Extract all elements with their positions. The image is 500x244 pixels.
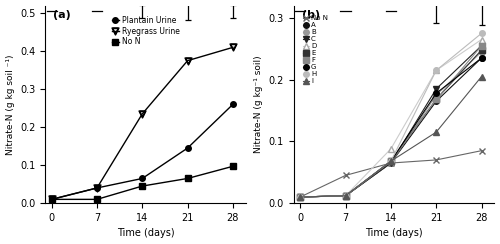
E — [388, 160, 394, 163]
Line: F: F — [298, 43, 484, 200]
B — [433, 94, 439, 97]
H — [342, 194, 348, 197]
A — [342, 194, 348, 197]
I — [388, 160, 394, 163]
G — [433, 92, 439, 95]
G — [478, 57, 484, 60]
Line: C: C — [298, 43, 484, 200]
C — [433, 87, 439, 90]
H — [298, 195, 304, 198]
I — [298, 195, 304, 198]
Y-axis label: Nitrate-N (g kg⁻¹ soil): Nitrate-N (g kg⁻¹ soil) — [254, 56, 263, 153]
G — [298, 195, 304, 198]
X-axis label: Time (days): Time (days) — [366, 228, 423, 238]
Text: (b): (b) — [302, 10, 320, 20]
F — [298, 195, 304, 198]
A — [478, 57, 484, 60]
Line: H: H — [298, 30, 484, 200]
C — [342, 194, 348, 197]
B — [298, 195, 304, 198]
D — [433, 69, 439, 72]
Line: I: I — [298, 74, 484, 200]
X-axis label: Time (days): Time (days) — [116, 228, 174, 238]
Line: A: A — [298, 55, 484, 200]
E — [342, 194, 348, 197]
G — [342, 194, 348, 197]
Legend: Plantain Urine, Ryegrass Urine, No N: Plantain Urine, Ryegrass Urine, No N — [109, 13, 182, 49]
C — [298, 195, 304, 198]
Line: No N: No N — [298, 148, 484, 200]
No N — [388, 162, 394, 164]
E — [433, 98, 439, 101]
B — [478, 51, 484, 53]
G — [388, 160, 394, 163]
Y-axis label: Nitrate-N (g kg soil ⁻¹): Nitrate-N (g kg soil ⁻¹) — [6, 54, 15, 155]
F — [478, 44, 484, 47]
D — [298, 195, 304, 198]
F — [433, 98, 439, 101]
F — [342, 194, 348, 197]
E — [478, 49, 484, 51]
D — [388, 147, 394, 150]
H — [478, 32, 484, 35]
Text: (a): (a) — [53, 10, 71, 20]
I — [342, 194, 348, 197]
A — [388, 162, 394, 164]
No N — [478, 149, 484, 152]
No N — [298, 195, 304, 198]
H — [388, 160, 394, 163]
E — [298, 195, 304, 198]
No N — [342, 174, 348, 177]
No N — [433, 158, 439, 161]
A — [433, 100, 439, 103]
Line: G: G — [298, 55, 484, 200]
C — [388, 162, 394, 164]
I — [478, 75, 484, 78]
Line: E: E — [298, 47, 484, 200]
F — [388, 160, 394, 163]
D — [342, 194, 348, 197]
Legend: No N, A, B, C, D, E, F, G, H, I: No N, A, B, C, D, E, F, G, H, I — [302, 13, 330, 87]
B — [388, 162, 394, 164]
D — [478, 38, 484, 41]
Line: B: B — [298, 49, 484, 200]
I — [433, 131, 439, 134]
Line: D: D — [298, 37, 484, 200]
B — [342, 194, 348, 197]
C — [478, 44, 484, 47]
H — [433, 69, 439, 72]
A — [298, 195, 304, 198]
